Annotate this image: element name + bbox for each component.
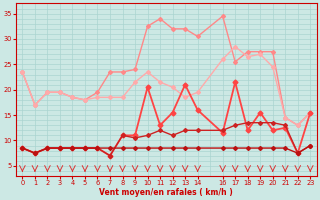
X-axis label: Vent moyen/en rafales ( km/h ): Vent moyen/en rafales ( km/h ) <box>100 188 233 197</box>
